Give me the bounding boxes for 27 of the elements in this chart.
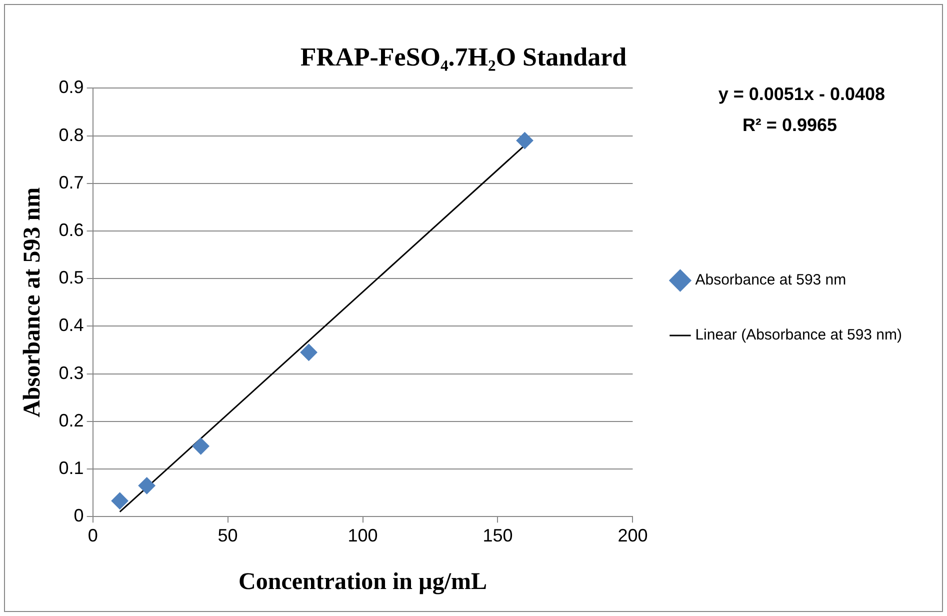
- y-tick-label: 0.2: [58, 410, 84, 430]
- chart-title: FRAP-FeSO₄.7H₂O Standard: [300, 42, 628, 72]
- legend-label: Absorbance at 593 nm: [695, 272, 846, 289]
- legend-label: Linear (Absorbance at 593 nm): [695, 326, 902, 344]
- point: [192, 438, 210, 455]
- x-tick-label: 100: [348, 525, 378, 546]
- x-tick-label: 50: [218, 525, 238, 546]
- point: [138, 477, 156, 494]
- y-tick-label: 0.6: [58, 220, 84, 240]
- x-tick-label: 200: [618, 525, 648, 546]
- x-tick-label: 150: [482, 525, 513, 546]
- y-tick-label: 0.9: [58, 77, 84, 98]
- text: R² = 0.9965: [742, 115, 837, 135]
- y-tick-label: 0.3: [58, 362, 84, 383]
- y-tick-label: 0.7: [58, 172, 84, 192]
- y-tick-label: 0: [74, 506, 84, 526]
- x-tick-label: 0: [88, 525, 98, 546]
- text: y = 0.0051x - 0.0408: [718, 84, 885, 104]
- point: [516, 132, 534, 150]
- point: [111, 492, 128, 510]
- y-tick-label: 0.5: [58, 268, 84, 288]
- y-axis-title: Absorbance at 593 nm: [20, 187, 46, 418]
- y-tick-label: 0.1: [58, 458, 84, 478]
- point: [300, 344, 318, 361]
- y-tick-label: 0.8: [58, 124, 84, 145]
- x-axis-title: Concentration in µg/mL: [238, 568, 488, 595]
- y-tick-label: 0.4: [58, 315, 84, 336]
